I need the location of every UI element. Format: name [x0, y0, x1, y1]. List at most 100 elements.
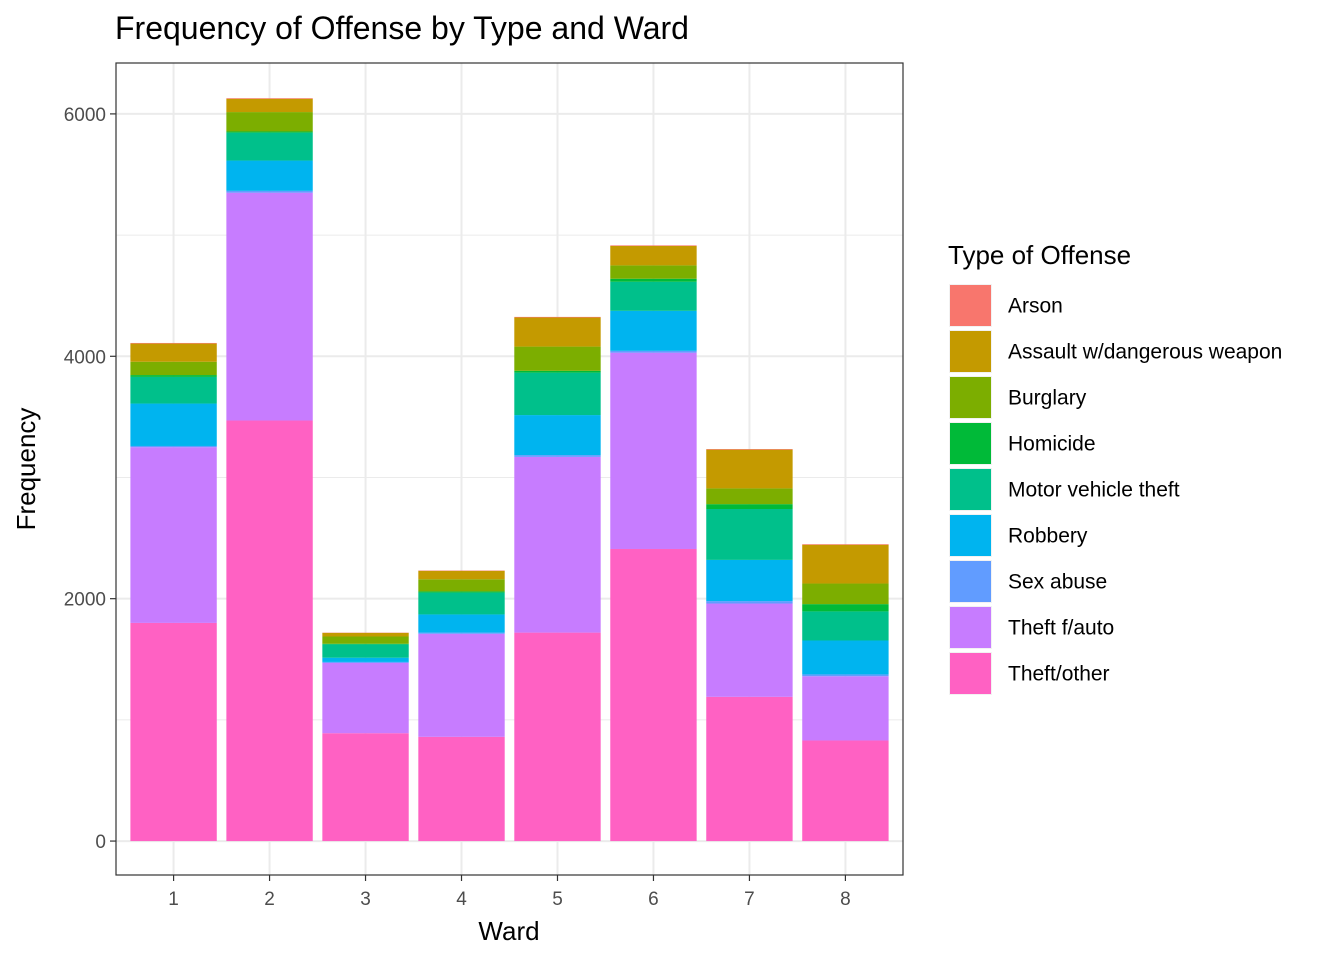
bar-segment	[802, 544, 889, 584]
bar-segment	[706, 603, 793, 697]
bar-segment	[802, 611, 889, 641]
bars	[130, 98, 889, 842]
x-axis-title: Ward	[478, 916, 539, 946]
bar-segment	[322, 657, 409, 662]
legend-label: Arson	[1008, 295, 1063, 318]
bar-segment	[802, 740, 889, 842]
legend-swatch	[950, 331, 991, 372]
legend-swatch	[950, 515, 991, 556]
bar-segment	[706, 504, 793, 509]
plot-border	[115, 62, 904, 876]
bar-segment	[706, 601, 793, 604]
x-tick-label: 5	[552, 889, 563, 910]
bar-segment	[130, 447, 217, 623]
bar-segment	[514, 317, 601, 347]
y-tick-label: 4000	[64, 347, 106, 368]
bar-segment	[514, 632, 601, 842]
bar-segment	[130, 361, 217, 376]
bar-segment	[514, 456, 601, 633]
bar-segment	[226, 131, 313, 133]
bar-segment	[418, 570, 505, 580]
bar-segment	[610, 548, 697, 842]
bar-segment	[130, 622, 217, 842]
bar-segment	[130, 376, 217, 404]
bar-segment	[610, 278, 697, 282]
y-tick-label: 0	[95, 832, 106, 853]
bar-segment	[610, 310, 697, 351]
bar-segment	[322, 662, 409, 734]
bar-segment	[514, 455, 601, 457]
bar-segment	[322, 644, 409, 658]
y-axis: 0 2000 4000 6000	[64, 105, 116, 853]
bar-segment	[802, 544, 889, 545]
y-tick-label: 2000	[64, 590, 106, 611]
bar-segment	[802, 674, 889, 677]
bar-segment	[226, 190, 313, 193]
bar-segment	[418, 736, 505, 842]
bar-segment	[322, 643, 409, 645]
bar-segment	[418, 592, 505, 615]
bar-segment	[802, 640, 889, 675]
legend-title: Type of Offense	[948, 240, 1131, 270]
bar-segment	[226, 160, 313, 191]
bar-segment	[514, 316, 601, 318]
legend-swatch	[950, 561, 991, 602]
plot-panel	[115, 62, 904, 876]
bar-segment	[802, 604, 889, 612]
bar-segment	[802, 676, 889, 741]
bar-segment	[226, 112, 313, 132]
legend-swatch	[950, 469, 991, 510]
x-tick-label: 2	[264, 889, 275, 910]
bar-segment	[322, 632, 409, 637]
bar-segment	[514, 370, 601, 373]
bar-segment	[322, 733, 409, 842]
x-tick-label: 4	[456, 889, 467, 910]
legend-label: Motor vehicle theft	[1008, 479, 1180, 502]
bar-segment	[514, 346, 601, 371]
bar-segment	[226, 98, 313, 113]
x-tick-label: 8	[840, 889, 851, 910]
bar-segment	[322, 661, 409, 663]
legend-items: Arson Assault w/dangerous weapon Burglary H…	[949, 284, 1282, 695]
x-tick-label: 1	[168, 889, 179, 910]
legend-swatch	[950, 285, 991, 326]
bar-segment	[610, 245, 697, 247]
bar-segment	[130, 445, 217, 448]
bar-segment	[610, 281, 697, 311]
bar-segment	[418, 632, 505, 634]
bar-segment	[514, 372, 601, 416]
bar-segment	[130, 342, 217, 344]
legend-label: Homicide	[1008, 433, 1096, 456]
legend: Type of Offense Arson Assault w/dangerous…	[948, 240, 1282, 695]
legend-swatch	[950, 377, 991, 418]
bar-segment	[226, 132, 313, 161]
legend-swatch	[950, 607, 991, 648]
x-tick-label: 6	[648, 889, 659, 910]
legend-label: Burglary	[1008, 387, 1087, 410]
legend-label: Sex abuse	[1008, 571, 1107, 594]
bar-segment	[418, 633, 505, 737]
chart-title: Frequency of Offense by Type and Ward	[115, 10, 689, 46]
legend-label: Assault w/dangerous weapon	[1008, 341, 1282, 364]
bar-segment	[610, 352, 697, 549]
bar-segment	[706, 449, 793, 489]
bar-segment	[802, 583, 889, 605]
bar-segment	[226, 420, 313, 842]
bar-segment	[706, 449, 793, 450]
bar-segment	[610, 265, 697, 279]
legend-label: Robbery	[1008, 525, 1088, 548]
bar-segment	[322, 636, 409, 644]
bar-segment	[514, 415, 601, 456]
bar-segment	[226, 98, 313, 99]
bar-segment	[226, 192, 313, 421]
x-tick-label: 3	[360, 889, 371, 910]
y-axis-title: Frequency	[11, 408, 41, 531]
bar-segment	[130, 403, 217, 446]
legend-label: Theft f/auto	[1008, 617, 1114, 640]
bar-segment	[418, 614, 505, 633]
bar-segment	[706, 696, 793, 842]
bar-segment	[418, 579, 505, 592]
bar-segment	[610, 350, 697, 353]
legend-swatch	[950, 423, 991, 464]
x-tick-label: 7	[744, 889, 755, 910]
